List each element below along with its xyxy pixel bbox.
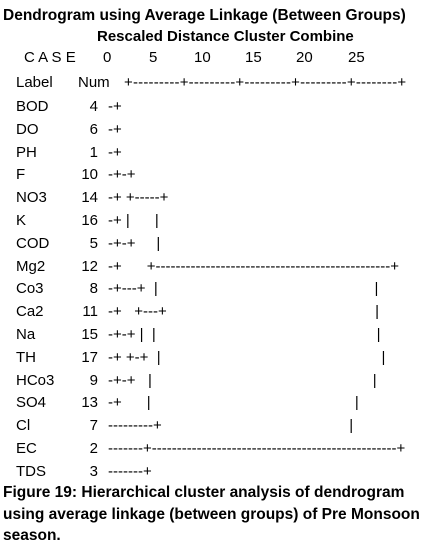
row-label: TDS bbox=[16, 462, 46, 480]
row-num: 4 bbox=[89, 98, 98, 115]
row-label: K bbox=[16, 212, 27, 229]
row-tree: -+-+ | bbox=[108, 234, 161, 252]
row-label: TH bbox=[16, 348, 36, 366]
row-tree: -+---+ | | bbox=[108, 280, 379, 298]
row-num: 7 bbox=[89, 417, 98, 435]
row-label: F bbox=[16, 166, 26, 184]
scale-tick: 15 bbox=[245, 49, 262, 66]
row-num: 2 bbox=[89, 440, 98, 457]
row-label: PH bbox=[16, 143, 37, 161]
row-label: Cl bbox=[16, 417, 31, 435]
row-tree: -+ bbox=[108, 143, 122, 161]
row-tree: -+ +---+ | bbox=[108, 303, 380, 321]
scale-tick: 0 bbox=[103, 49, 112, 66]
subtitle: Rescaled Distance Cluster Combine bbox=[97, 28, 354, 45]
row-tree: ---------+ | bbox=[108, 417, 354, 435]
num-heading: Num bbox=[78, 74, 110, 91]
row-label: DO bbox=[16, 120, 39, 138]
row-tree: -+ | | bbox=[108, 212, 159, 229]
row-num: 10 bbox=[81, 166, 98, 184]
row-num: 1 bbox=[89, 143, 98, 161]
scale-tick: 10 bbox=[194, 49, 211, 66]
row-tree: -+ +-+ | | bbox=[108, 348, 386, 366]
row-tree: -+-+ | | | bbox=[108, 326, 381, 343]
row-label: BOD bbox=[16, 98, 49, 115]
caption-line: Figure 19: Hierarchical cluster analysis… bbox=[3, 484, 405, 501]
row-tree: -+ bbox=[108, 120, 122, 138]
row-label: Ca2 bbox=[16, 303, 44, 321]
row-num: 14 bbox=[81, 189, 98, 207]
row-tree: -+ +-----+ bbox=[108, 189, 169, 207]
row-num: 12 bbox=[81, 257, 98, 275]
row-label: Mg2 bbox=[16, 257, 46, 275]
row-num: 11 bbox=[82, 303, 98, 321]
row-num: 9 bbox=[89, 371, 98, 389]
row-label: HCo3 bbox=[16, 371, 55, 389]
row-label: SO4 bbox=[16, 394, 47, 412]
scale-tick: 20 bbox=[296, 49, 313, 66]
caption-line: using average linkage (between groups) o… bbox=[3, 505, 420, 523]
row-num: 3 bbox=[89, 462, 98, 480]
row-num: 6 bbox=[89, 120, 98, 138]
row-label: Co3 bbox=[16, 280, 44, 298]
row-tree: -+ +------------------------------------… bbox=[108, 257, 400, 275]
row-label: COD bbox=[16, 234, 50, 252]
row-label: EC bbox=[16, 440, 37, 457]
caption-line: season. bbox=[3, 527, 61, 544]
row-tree: -+-+ bbox=[108, 166, 136, 184]
case-label: C A S E bbox=[24, 49, 76, 66]
row-tree: -------+--------------------------------… bbox=[108, 440, 406, 457]
ruler: +---------+---------+---------+---------… bbox=[124, 74, 407, 91]
row-num: 15 bbox=[81, 326, 98, 343]
scale-tick: 5 bbox=[149, 49, 158, 66]
row-tree: -------+ bbox=[108, 462, 152, 480]
title: Dendrogram using Average Linkage (Betwee… bbox=[3, 7, 406, 24]
label-heading: Label bbox=[16, 74, 53, 91]
row-num: 5 bbox=[89, 234, 98, 252]
row-num: 13 bbox=[81, 394, 98, 412]
row-num: 16 bbox=[81, 212, 98, 229]
row-tree: -+ | | bbox=[108, 394, 359, 412]
scale-tick: 25 bbox=[348, 49, 365, 66]
row-label: Na bbox=[16, 326, 36, 343]
row-num: 17 bbox=[81, 348, 98, 366]
row-num: 8 bbox=[89, 280, 98, 298]
row-label: NO3 bbox=[16, 189, 47, 207]
row-tree: -+ bbox=[108, 98, 122, 115]
row-tree: -+-+ | | bbox=[108, 371, 377, 389]
